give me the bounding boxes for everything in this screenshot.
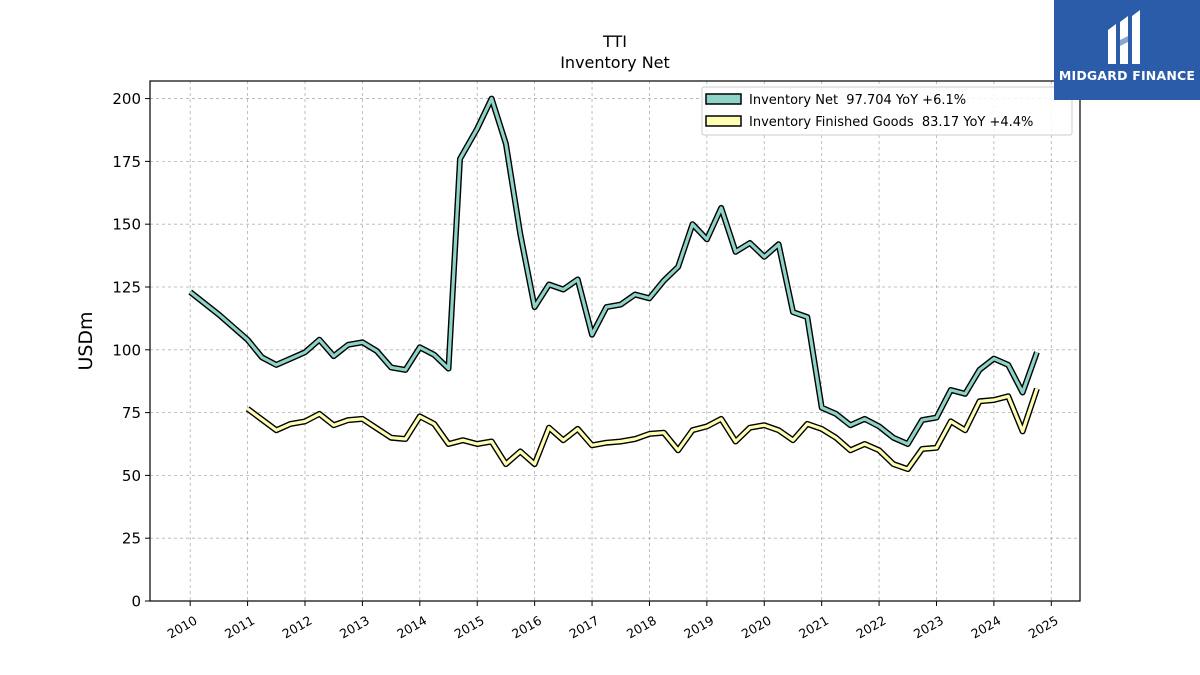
x-tick-label: 2014: [394, 613, 429, 642]
logo-mark-icon: [1108, 10, 1140, 64]
x-tick-label: 2024: [968, 613, 1003, 642]
y-tick-label: 150: [112, 216, 141, 234]
x-tick-label: 2022: [854, 613, 889, 642]
legend-swatch-inventory-finished-goods: [705, 115, 742, 127]
y-tick-label: 125: [112, 278, 141, 296]
x-tick-label: 2010: [165, 613, 200, 642]
y-tick-label: 100: [112, 341, 141, 359]
y-tick-label: 25: [122, 530, 141, 548]
chart-title: TTI: [603, 32, 627, 51]
legend: Inventory Net 97.704 YoY +6.1% Inventory…: [701, 86, 1073, 136]
y-tick-label: 175: [112, 153, 141, 171]
y-tick-label: 200: [112, 90, 141, 108]
x-tick-label: 2020: [739, 613, 774, 642]
legend-label-inventory-net: Inventory Net 97.704 YoY +6.1%: [749, 93, 966, 108]
legend-label-inventory-finished-goods: Inventory Finished Goods 83.17 YoY +4.4%: [749, 115, 1033, 130]
x-tick-label: 2017: [566, 613, 601, 642]
y-tick-label: 0: [131, 593, 141, 611]
x-tick-label: 2025: [1026, 613, 1061, 642]
series-line-1: [246, 388, 1039, 471]
y-tick-label: 75: [122, 404, 141, 422]
series-line-0: [189, 97, 1039, 446]
x-tick-label: 2019: [681, 613, 716, 642]
x-tick-label: 2021: [796, 613, 831, 642]
series-layer: [188, 95, 1040, 473]
brand-name: MIDGARD FINANCE: [1058, 68, 1196, 83]
y-axis-label: USDm: [75, 311, 97, 370]
x-tick-label: 2015: [452, 613, 487, 642]
plot-frame: [149, 80, 1081, 602]
y-tick-label: 50: [122, 467, 141, 485]
legend-swatch-inventory-net: [705, 93, 742, 105]
x-tick-label: 2013: [337, 613, 372, 642]
y-axis-ticks: 0 25 50 75 100 125 150 175 200: [112, 90, 150, 611]
x-tick-label: 2012: [279, 613, 314, 642]
x-tick-label: 2023: [911, 613, 946, 642]
x-tick-label: 2016: [509, 613, 544, 642]
x-tick-label: 2011: [222, 613, 257, 642]
chart-subtitle: Inventory Net: [560, 53, 670, 72]
grid: [150, 81, 1080, 602]
legend-box: [701, 86, 1073, 136]
x-tick-label: 2018: [624, 613, 659, 642]
brand-logo: MIDGARD FINANCE: [1054, 0, 1200, 100]
series-outline-0: [188, 95, 1040, 447]
x-axis-ticks: 2010 2011 2012 2013 2014 2015 2016 2017 2018 2019…: [165, 601, 1061, 642]
